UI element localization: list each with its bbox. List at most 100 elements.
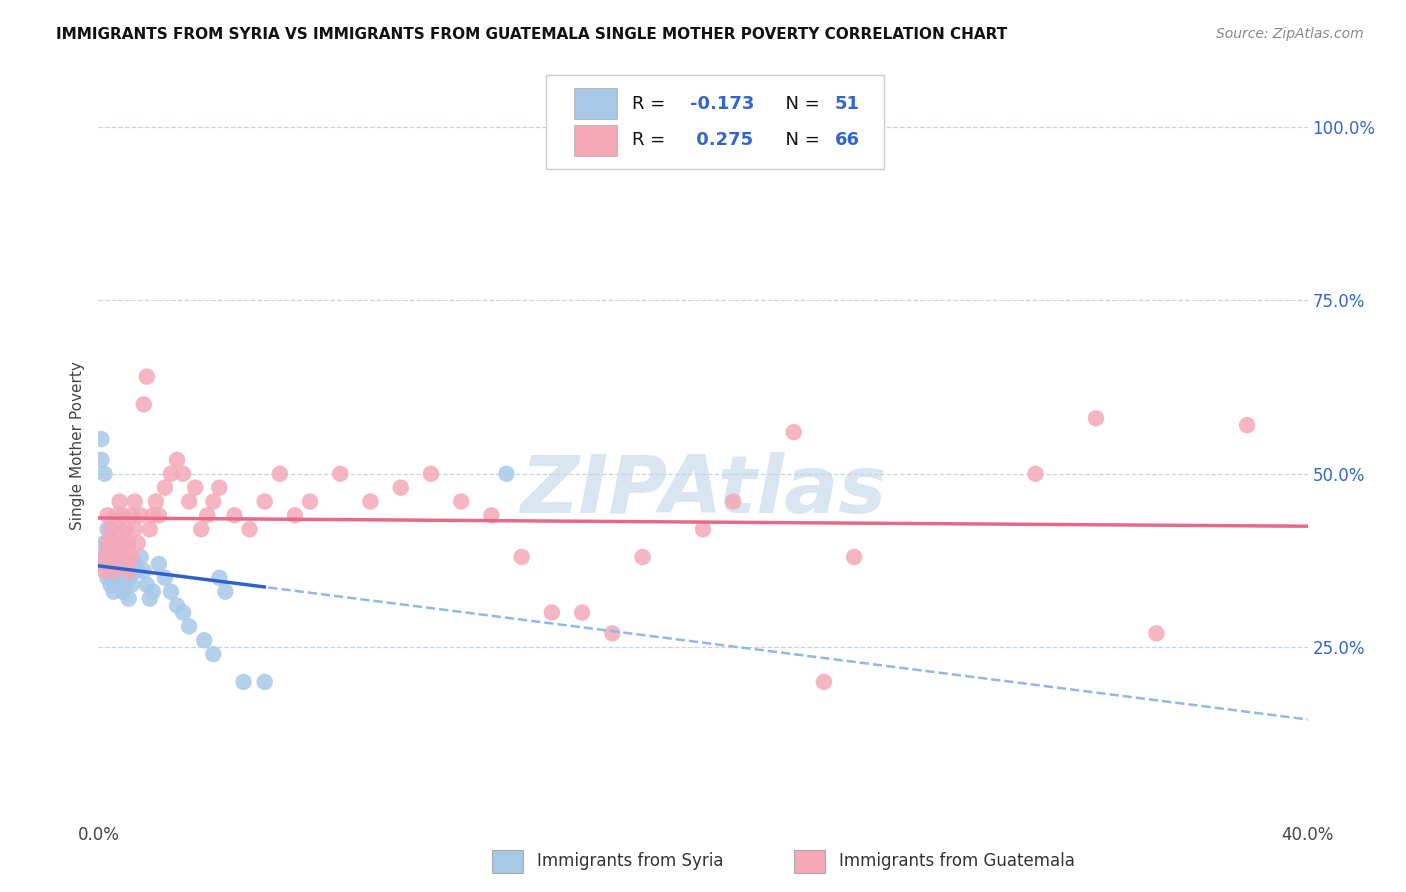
Point [299, 494, 322, 508]
Point [105, 536, 128, 550]
Point [208, 481, 231, 495]
Point [105, 549, 128, 564]
Point [571, 606, 593, 620]
Point [90, 549, 112, 564]
Point [329, 467, 352, 481]
Text: Source: ZipAtlas.com: Source: ZipAtlas.com [1216, 27, 1364, 41]
Point [89, 557, 111, 571]
Point [420, 467, 443, 481]
Point [114, 578, 136, 592]
Point [540, 606, 562, 620]
Point [105, 571, 128, 585]
Point [100, 549, 122, 564]
Point [172, 467, 194, 481]
Point [129, 508, 152, 523]
Point [124, 494, 146, 508]
Text: N =: N = [775, 131, 825, 149]
Point [93, 467, 115, 481]
Point [96, 571, 118, 585]
Point [105, 549, 128, 564]
Text: 66: 66 [835, 131, 860, 149]
Point [108, 578, 131, 592]
FancyBboxPatch shape [574, 125, 617, 156]
Point [108, 522, 131, 536]
Point [121, 578, 143, 592]
Point [145, 494, 167, 508]
Point [121, 508, 143, 523]
Point [132, 564, 155, 578]
Text: -0.173: -0.173 [690, 95, 754, 112]
Point [124, 557, 146, 571]
Point [118, 571, 141, 585]
Point [783, 425, 806, 439]
Point [90, 453, 112, 467]
Point [692, 522, 714, 536]
Text: IMMIGRANTS FROM SYRIA VS IMMIGRANTS FROM GUATEMALA SINGLE MOTHER POVERTY CORRELA: IMMIGRANTS FROM SYRIA VS IMMIGRANTS FROM… [56, 27, 1008, 42]
Point [100, 578, 122, 592]
Point [723, 494, 745, 508]
Point [132, 397, 155, 411]
Point [269, 467, 291, 481]
Point [93, 549, 115, 564]
Point [135, 578, 157, 592]
Bar [492, 849, 523, 873]
Point [114, 549, 136, 564]
Point [90, 432, 112, 446]
Text: N =: N = [775, 95, 825, 112]
Point [160, 467, 183, 481]
Point [111, 571, 134, 585]
Text: Immigrants from Syria: Immigrants from Syria [537, 853, 724, 871]
Point [142, 508, 165, 523]
Point [96, 508, 118, 523]
Point [190, 522, 212, 536]
Point [118, 536, 141, 550]
Point [389, 481, 412, 495]
Point [100, 522, 122, 536]
Text: 51: 51 [835, 95, 860, 112]
Point [142, 584, 165, 599]
Point [108, 494, 131, 508]
Text: 0.275: 0.275 [690, 131, 752, 149]
Point [103, 536, 125, 550]
Point [108, 549, 131, 564]
Point [253, 674, 276, 689]
Y-axis label: Single Mother Poverty: Single Mother Poverty [69, 361, 84, 531]
Point [103, 564, 125, 578]
Point [96, 536, 118, 550]
Point [224, 508, 246, 523]
Bar [794, 849, 825, 873]
Point [96, 543, 118, 558]
Point [510, 549, 533, 564]
Point [135, 369, 157, 384]
Point [193, 633, 215, 648]
Point [602, 626, 624, 640]
FancyBboxPatch shape [574, 87, 617, 120]
Point [208, 571, 231, 585]
Point [118, 591, 141, 606]
Point [202, 647, 225, 661]
Point [148, 557, 170, 571]
Point [232, 674, 254, 689]
Point [153, 481, 176, 495]
Text: ZIPAtlas: ZIPAtlas [520, 452, 886, 530]
Point [111, 536, 134, 550]
Point [96, 557, 118, 571]
Point [360, 494, 382, 508]
Point [121, 549, 143, 564]
Point [1144, 626, 1167, 640]
Point [93, 536, 115, 550]
Point [166, 599, 188, 613]
Point [166, 453, 188, 467]
Point [195, 508, 218, 523]
Text: Immigrants from Guatemala: Immigrants from Guatemala [839, 853, 1076, 871]
Point [495, 467, 517, 481]
Point [103, 536, 125, 550]
Point [139, 522, 162, 536]
Point [179, 619, 201, 633]
Text: R =: R = [631, 95, 671, 112]
Point [172, 606, 194, 620]
Point [160, 584, 183, 599]
Point [105, 508, 128, 523]
Point [1024, 467, 1046, 481]
Point [108, 564, 131, 578]
